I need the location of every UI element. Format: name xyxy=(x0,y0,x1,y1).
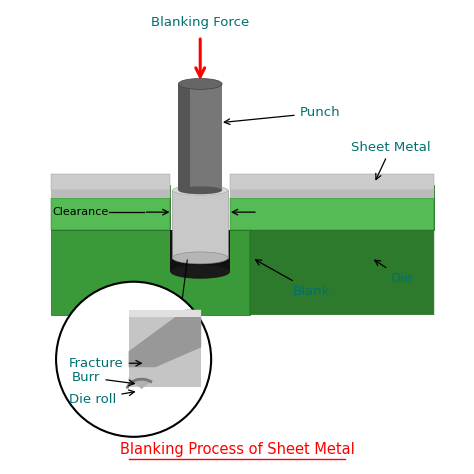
Text: Die: Die xyxy=(375,260,413,285)
Polygon shape xyxy=(190,84,222,190)
Polygon shape xyxy=(128,310,201,367)
Ellipse shape xyxy=(173,252,228,264)
Polygon shape xyxy=(51,174,170,190)
Polygon shape xyxy=(51,198,170,230)
Text: Blanking Process of Sheet Metal: Blanking Process of Sheet Metal xyxy=(119,442,355,457)
Polygon shape xyxy=(51,190,170,198)
Text: Fracture: Fracture xyxy=(69,357,141,370)
Polygon shape xyxy=(173,190,228,258)
Ellipse shape xyxy=(173,185,228,195)
Text: Sheet Metal: Sheet Metal xyxy=(351,140,431,180)
Polygon shape xyxy=(128,310,201,387)
Polygon shape xyxy=(170,230,230,272)
Polygon shape xyxy=(230,198,434,230)
Ellipse shape xyxy=(178,186,222,194)
Text: Punch: Punch xyxy=(224,106,340,125)
Text: Clearance: Clearance xyxy=(53,207,109,217)
Polygon shape xyxy=(230,185,434,230)
Polygon shape xyxy=(128,310,201,317)
Polygon shape xyxy=(230,174,434,190)
Ellipse shape xyxy=(170,265,230,279)
Polygon shape xyxy=(128,377,154,389)
Text: Burr: Burr xyxy=(72,371,135,386)
Polygon shape xyxy=(178,84,190,190)
Text: Die roll: Die roll xyxy=(69,390,135,406)
Text: Blank: Blank xyxy=(255,260,330,298)
Circle shape xyxy=(56,282,211,437)
Text: Blanking Force: Blanking Force xyxy=(151,16,249,29)
Ellipse shape xyxy=(178,78,222,90)
Polygon shape xyxy=(230,190,434,198)
Polygon shape xyxy=(250,185,434,315)
Polygon shape xyxy=(51,230,250,315)
Polygon shape xyxy=(51,185,170,230)
